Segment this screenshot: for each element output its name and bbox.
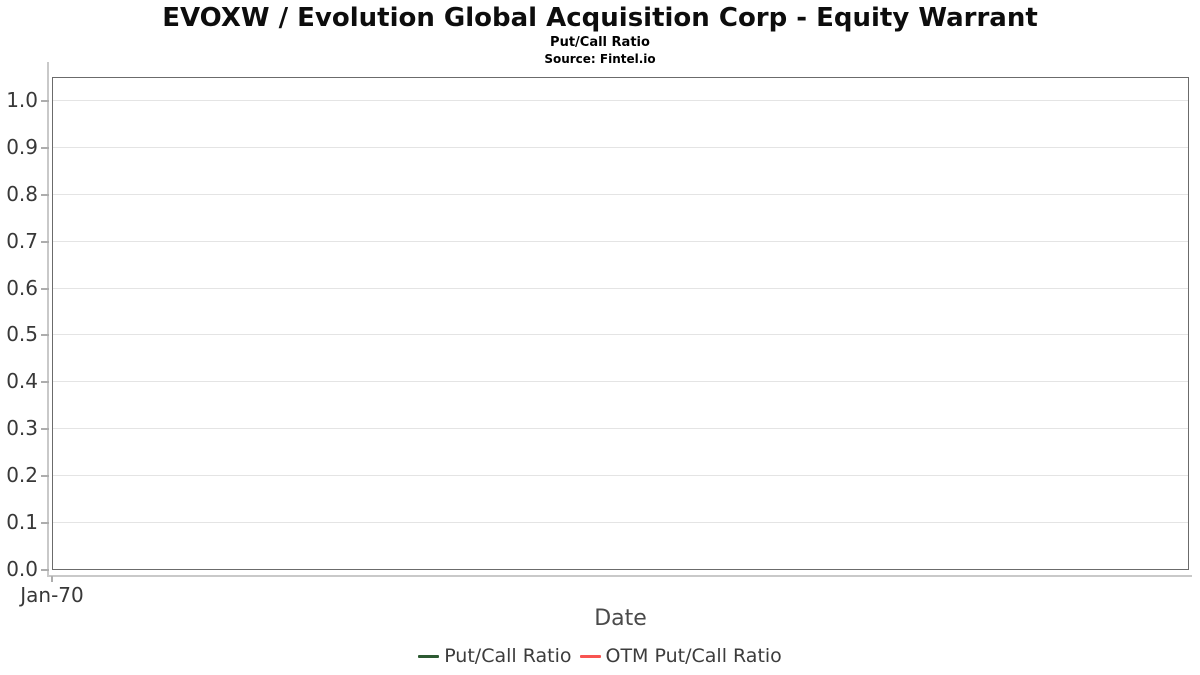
gridline-0.6 [53, 288, 1188, 289]
gridline-1.0 [53, 100, 1188, 101]
y-tick [41, 334, 49, 336]
y-tick [41, 522, 49, 524]
legend-item-put-call-ratio[interactable]: Put/Call Ratio [418, 645, 572, 667]
y-tick-label: 0.0 [6, 557, 38, 581]
gridline-0.1 [53, 522, 1188, 523]
legend-label: Put/Call Ratio [444, 645, 572, 667]
y-tick [41, 288, 49, 290]
chart-title: EVOXW / Evolution Global Acquisition Cor… [162, 3, 1038, 33]
legend: Put/Call Ratio OTM Put/Call Ratio [0, 645, 1200, 667]
gridline-0.4 [53, 381, 1188, 382]
x-axis-title: Date [594, 606, 647, 631]
y-tick-label: 0.5 [6, 322, 38, 346]
line-swatch-icon [579, 654, 601, 658]
y-tick [41, 147, 49, 149]
gridline-0.3 [53, 428, 1188, 429]
y-tick [41, 569, 49, 571]
y-tick [41, 241, 49, 243]
x-tick-label: Jan-70 [20, 583, 84, 607]
gridline-0.2 [53, 475, 1188, 476]
gridline-0.9 [53, 147, 1188, 148]
y-tick-label: 0.2 [6, 463, 38, 487]
y-tick-label: 0.7 [6, 229, 38, 253]
gridline-0.8 [53, 194, 1188, 195]
y-tick-label: 0.9 [6, 135, 38, 159]
gridline-0.7 [53, 241, 1188, 242]
gridline-0.5 [53, 334, 1188, 335]
y-tick-label: 0.3 [6, 416, 38, 440]
x-tick [51, 576, 53, 582]
legend-item-otm-put-call-ratio[interactable]: OTM Put/Call Ratio [579, 645, 782, 667]
y-tick-label: 0.8 [6, 182, 38, 206]
legend-label: OTM Put/Call Ratio [605, 645, 782, 667]
chart-source-note: Source: Fintel.io [544, 52, 656, 66]
line-swatch-icon [418, 654, 440, 658]
y-tick-label: 0.1 [6, 510, 38, 534]
y-tick [41, 428, 49, 430]
chart-subtitle: Put/Call Ratio [550, 35, 650, 50]
y-tick [41, 100, 49, 102]
y-tick-label: 0.4 [6, 369, 38, 393]
y-tick [41, 381, 49, 383]
plot-area [52, 77, 1189, 570]
y-tick-label: 0.6 [6, 276, 38, 300]
y-tick-label: 1.0 [6, 88, 38, 112]
y-axis-line [47, 62, 49, 577]
x-axis-line [47, 575, 1192, 577]
y-tick [41, 475, 49, 477]
y-tick [41, 194, 49, 196]
